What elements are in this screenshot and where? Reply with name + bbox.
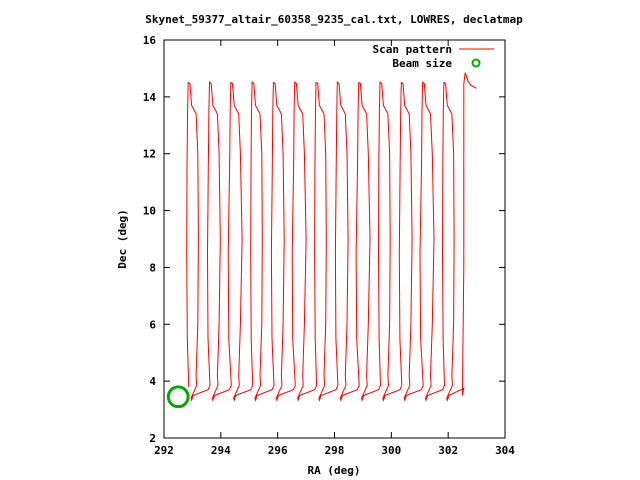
y-axis-label: Dec (deg) [116,209,129,269]
y-tick-label: 2 [149,432,156,445]
legend-swatch-beam-size [471,58,481,68]
x-axis-ticks: 292 294 296 298 300 302 304 [154,40,515,457]
x-tick-label: 296 [268,444,288,457]
y-tick-label: 12 [143,148,156,161]
scan-pattern-line [186,72,477,402]
x-axis-label: RA (deg) [308,464,361,477]
chart-title: Skynet_59377_altair_60358_9235_cal.txt, … [145,13,523,26]
beam-size-circle [166,385,190,409]
x-tick-label: 292 [154,444,174,457]
y-tick-label: 4 [149,375,156,388]
y-tick-label: 8 [149,261,156,274]
legend: Scan pattern Beam size [373,43,494,70]
x-tick-label: 302 [438,444,458,457]
legend-label-scan-pattern: Scan pattern [373,43,452,56]
x-tick-label: 298 [325,444,345,457]
x-tick-label: 294 [211,444,231,457]
y-axis-ticks: 2 4 6 8 10 12 14 16 [143,34,505,445]
series-layer [166,72,477,409]
y-tick-label: 10 [143,205,156,218]
y-tick-label: 6 [149,318,156,331]
legend-label-beam-size: Beam size [392,57,452,70]
y-tick-label: 14 [143,91,157,104]
y-tick-label: 16 [143,34,157,47]
x-tick-label: 304 [495,444,515,457]
x-tick-label: 300 [381,444,401,457]
